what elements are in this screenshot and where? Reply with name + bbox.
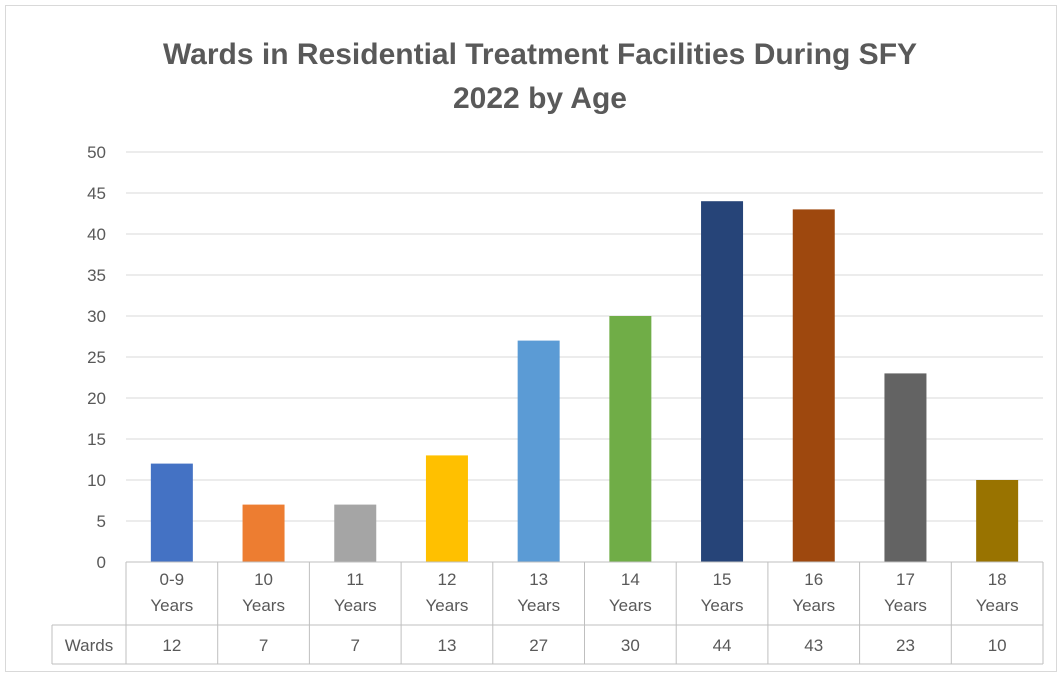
table-value: 30	[621, 636, 640, 655]
chart-title-line-2: 2022 by Age	[453, 82, 627, 115]
table-value: 27	[529, 636, 548, 655]
bar	[976, 480, 1019, 562]
category-label: 0-9	[160, 570, 185, 589]
category-label: 17	[896, 570, 915, 589]
category-label: Years	[701, 596, 744, 615]
y-axis-ticks: 0 5 10 15 20 25 30 35 40 45 50	[87, 143, 106, 572]
bar	[242, 504, 285, 562]
table-value: 7	[351, 636, 360, 655]
bar	[701, 201, 744, 562]
table-value: 44	[713, 636, 732, 655]
category-label: 16	[804, 570, 823, 589]
y-tick-label: 20	[87, 389, 106, 408]
bar	[150, 463, 193, 562]
bar	[517, 340, 560, 562]
category-label: 15	[713, 570, 732, 589]
category-label: Years	[242, 596, 285, 615]
chart-title-line-1: Wards in Residential Treatment Facilitie…	[163, 38, 917, 71]
bar	[334, 504, 377, 562]
table-value: 23	[896, 636, 915, 655]
category-label: 18	[988, 570, 1007, 589]
y-tick-label: 35	[87, 266, 106, 285]
category-label: Years	[884, 596, 927, 615]
y-tick-label: 10	[87, 471, 106, 490]
y-tick-label: 15	[87, 430, 106, 449]
category-label: Years	[426, 596, 469, 615]
y-tick-label: 5	[97, 512, 106, 531]
y-tick-label: 30	[87, 307, 106, 326]
table-value: 12	[162, 636, 181, 655]
y-tick-label: 0	[97, 553, 106, 572]
bar	[884, 373, 927, 562]
category-label: 13	[529, 570, 548, 589]
bar	[609, 316, 652, 562]
y-tick-label: 45	[87, 184, 106, 203]
table-value: 13	[437, 636, 456, 655]
y-tick-label: 40	[87, 225, 106, 244]
category-label: Years	[150, 596, 193, 615]
category-label: 11	[346, 570, 364, 589]
table-value: 7	[259, 636, 268, 655]
bar	[425, 455, 468, 562]
table-value: 43	[804, 636, 823, 655]
category-label: Years	[517, 596, 560, 615]
table-series-name: Wards	[65, 636, 114, 655]
y-tick-label: 25	[87, 348, 106, 367]
category-label: Years	[976, 596, 1019, 615]
category-label: 14	[621, 570, 640, 589]
category-label: 10	[254, 570, 273, 589]
bar	[792, 209, 835, 562]
bars	[150, 201, 1019, 562]
data-table: 0-9 Years 10 Years 11 Years 12 Years 13 Years 14 Ye…	[51, 561, 1044, 665]
category-label: 12	[437, 570, 456, 589]
table-value: 10	[988, 636, 1007, 655]
y-tick-label: 50	[87, 143, 106, 162]
category-label: Years	[792, 596, 835, 615]
category-label: Years	[609, 596, 652, 615]
category-label: Years	[334, 596, 377, 615]
